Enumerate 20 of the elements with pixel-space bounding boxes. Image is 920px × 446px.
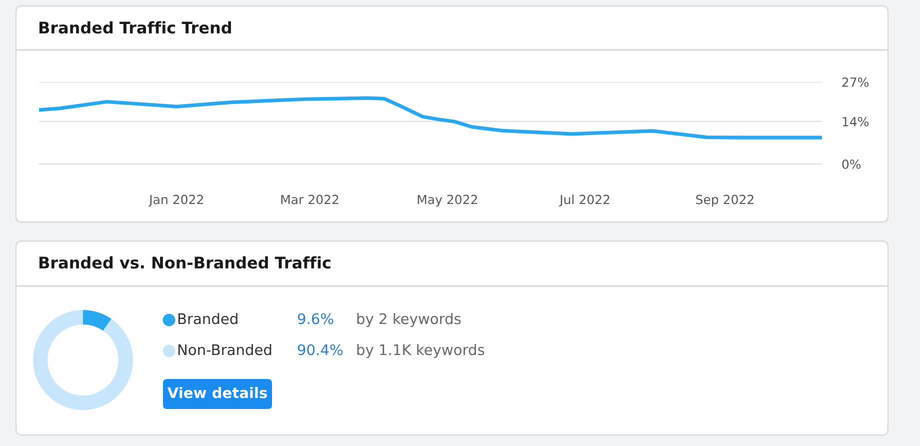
donut-slice bbox=[83, 310, 112, 331]
x-tick-label: Jan 2022 bbox=[148, 194, 203, 207]
donut-slice bbox=[33, 310, 133, 410]
chart-title: Branded vs. Non-Branded Traffic bbox=[39, 256, 330, 269]
text: View details bbox=[167, 386, 267, 398]
x-tick-label: May 2022 bbox=[418, 194, 477, 207]
y-tick-label: 14% bbox=[842, 116, 869, 126]
line-series bbox=[39, 96, 822, 140]
x-tick-label: Sep 2022 bbox=[696, 194, 754, 207]
data-label: 90.4% bbox=[298, 344, 343, 356]
chart-title: Branded Traffic Trend bbox=[39, 21, 231, 34]
x-tick-label: Jul 2022 bbox=[558, 194, 610, 207]
text: by 2 keywords bbox=[357, 312, 461, 328]
data-label: 9.6% bbox=[298, 313, 334, 324]
y-tick-label: 27% bbox=[842, 77, 869, 87]
text: by 1.1K keywords bbox=[357, 344, 484, 358]
x-tick-label: Mar 2022 bbox=[281, 194, 338, 204]
legend-label: Branded bbox=[178, 312, 238, 324]
legend-label: Non-Branded bbox=[178, 344, 272, 356]
y-tick-label: 0% bbox=[842, 159, 861, 169]
